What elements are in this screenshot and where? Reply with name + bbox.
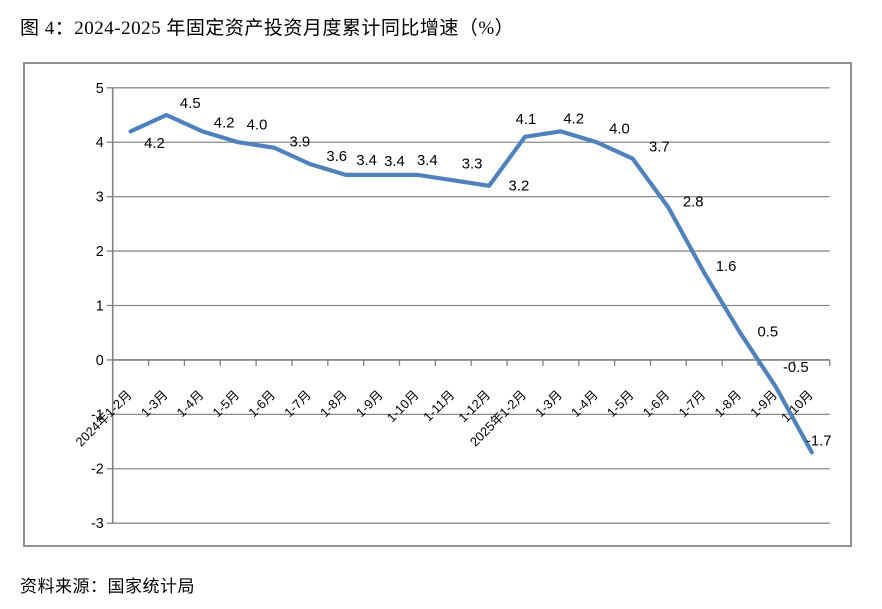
svg-text:1: 1 <box>96 298 104 314</box>
svg-text:4.0: 4.0 <box>609 121 630 137</box>
x-axis-labels: 2024年1-2月 1-3月 1-4月 1-5月 1-6月 1-7月 1-8月 1-9月1-1… <box>72 387 815 449</box>
data-line <box>128 112 814 455</box>
svg-text:4.0: 4.0 <box>247 117 268 133</box>
svg-text:4.2: 4.2 <box>563 111 584 127</box>
svg-text:1-8月: 1-8月 <box>317 387 350 420</box>
svg-text:1-7月: 1-7月 <box>675 387 708 420</box>
svg-text:4.2: 4.2 <box>144 136 165 152</box>
svg-text:4: 4 <box>96 135 104 151</box>
svg-text:4.2: 4.2 <box>214 115 235 131</box>
figure-title: 图 4：2024-2025 年固定资产投资月度累计同比增速（%） <box>20 18 515 39</box>
svg-text:0: 0 <box>96 353 104 369</box>
svg-text:-1: -1 <box>91 407 104 423</box>
svg-text:4.5: 4.5 <box>180 96 201 112</box>
svg-text:-3: -3 <box>91 516 104 532</box>
svg-text:1-11月: 1-11月 <box>420 387 457 424</box>
svg-text:-0.5: -0.5 <box>783 360 809 376</box>
svg-text:1-6月: 1-6月 <box>245 387 278 420</box>
svg-text:1-5月: 1-5月 <box>604 387 637 420</box>
svg-text:1-4月: 1-4月 <box>568 387 601 420</box>
svg-text:3.4: 3.4 <box>384 154 405 170</box>
svg-text:1-8月: 1-8月 <box>711 387 744 420</box>
svg-text:3.6: 3.6 <box>326 149 347 165</box>
svg-text:2: 2 <box>96 244 104 260</box>
svg-text:1-7月: 1-7月 <box>281 387 314 420</box>
svg-text:1.6: 1.6 <box>716 259 737 275</box>
svg-text:5: 5 <box>96 81 104 97</box>
svg-text:2.8: 2.8 <box>683 195 704 211</box>
x-axis <box>112 359 831 366</box>
svg-text:1-3月: 1-3月 <box>532 387 565 420</box>
svg-text:-1.7: -1.7 <box>806 433 832 449</box>
y-axis-labels: 5 4 3 2 1 0 -1 -2 -3 <box>91 81 104 532</box>
svg-text:1-6月: 1-6月 <box>640 387 673 420</box>
svg-text:1-3月: 1-3月 <box>138 387 171 420</box>
svg-text:2024年1-2月: 2024年1-2月 <box>72 387 134 449</box>
y-axis <box>106 87 114 524</box>
svg-text:1-10月: 1-10月 <box>384 387 422 425</box>
svg-text:1-10月: 1-10月 <box>778 387 816 425</box>
svg-text:3: 3 <box>96 190 104 206</box>
chart-area: 5 4 3 2 1 0 -1 -2 -3 2024年1-2月 1-3月 1-4月 1-5月 1-6月 1-7… <box>23 62 852 547</box>
svg-text:1-9月: 1-9月 <box>747 387 780 420</box>
source-note: 资料来源：国家统计局 <box>20 577 195 596</box>
svg-text:3.2: 3.2 <box>509 179 530 195</box>
svg-text:1-9月: 1-9月 <box>353 387 386 420</box>
svg-text:-2: -2 <box>91 462 104 478</box>
svg-text:3.4: 3.4 <box>417 153 438 169</box>
data-labels: 4.2 4.5 4.2 4.0 3.9 3.6 3.4 3.4 3.4 3.3 3.2 4.1 4.2 4… <box>144 96 831 449</box>
svg-text:3.3: 3.3 <box>462 156 483 172</box>
svg-text:4.1: 4.1 <box>516 112 537 128</box>
svg-text:3.9: 3.9 <box>289 135 310 151</box>
svg-text:1-4月: 1-4月 <box>174 387 207 420</box>
svg-text:3.4: 3.4 <box>356 153 377 169</box>
svg-text:1-5月: 1-5月 <box>209 387 242 420</box>
svg-text:3.7: 3.7 <box>649 140 670 156</box>
svg-text:0.5: 0.5 <box>758 325 779 341</box>
